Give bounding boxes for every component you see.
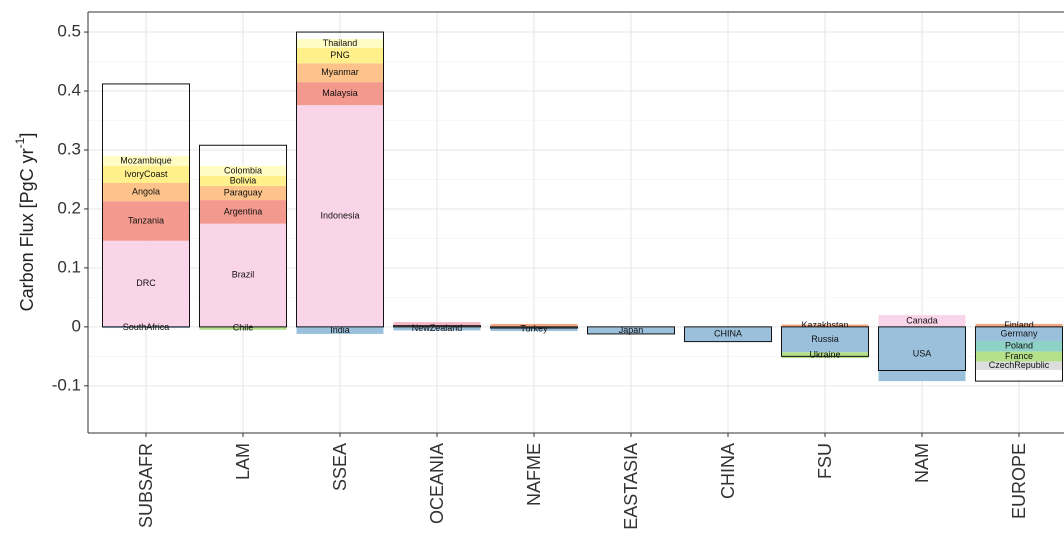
total-outline	[199, 144, 287, 328]
segment-label: Kazakhstan	[801, 320, 848, 330]
total-outline	[587, 326, 675, 335]
total-outline	[102, 83, 190, 328]
bar-segment	[781, 326, 869, 353]
y-axis-label-sup: -1	[13, 137, 27, 148]
bar-segment	[296, 63, 384, 83]
segment-label: CHINA	[714, 329, 742, 339]
segment-label: PNG	[330, 50, 350, 60]
segment-label: Russia	[811, 334, 839, 344]
segment-label: Poland	[1005, 341, 1033, 351]
x-tick-label: LAM	[233, 443, 253, 480]
segment-label: NewZealand	[412, 323, 463, 333]
bar-segment	[975, 326, 1063, 342]
x-tick-label: NAFME	[524, 443, 544, 506]
segment-label: CzechRepublic	[989, 360, 1050, 370]
y-tick-label: 0.3	[57, 139, 81, 158]
segment-label: Germany	[1000, 328, 1038, 338]
bar-segment	[975, 351, 1063, 362]
segment-label: Angola	[132, 187, 160, 197]
y-axis-label-text: Carbon Flux [PgC yr	[17, 148, 37, 311]
y-axis-label: Carbon Flux [PgC yr-1]	[13, 133, 37, 312]
bar-segment	[393, 326, 481, 331]
x-tick-label: SUBSAFR	[136, 443, 156, 528]
bar-segment	[975, 361, 1063, 370]
bar-segment	[587, 326, 675, 334]
y-tick-label: 0.4	[57, 80, 81, 99]
bar-segment	[102, 326, 190, 329]
x-tick-label: CHINA	[718, 443, 738, 499]
x-tick-label: EASTASIA	[621, 443, 641, 530]
segment-label: Japan	[619, 325, 644, 335]
x-tick-label: OCEANIA	[427, 443, 447, 524]
segment-label: USA	[913, 348, 932, 358]
bar-segment	[102, 201, 190, 241]
segment-label: Malaysia	[322, 88, 358, 98]
segment-label: Chile	[233, 323, 254, 333]
total-outline	[975, 326, 1063, 382]
segment-label: Colombia	[224, 165, 262, 175]
segment-label: Tanzania	[128, 215, 164, 225]
bar-segment	[684, 326, 772, 342]
bar-segment	[296, 82, 384, 106]
segment-label: IvoryCoast	[124, 169, 168, 179]
y-tick-label: 0.5	[57, 22, 81, 41]
y-tick-label: 0	[72, 316, 81, 335]
y-axis-label-end: ]	[17, 133, 37, 138]
bar-segment	[490, 326, 578, 331]
segment-label: Ukraine	[809, 350, 840, 360]
bar-segment	[296, 47, 384, 64]
bar-segment	[296, 39, 384, 48]
total-outline	[878, 326, 966, 371]
y-tick-label: 0.2	[57, 198, 81, 217]
bar-segment	[878, 326, 966, 382]
segment-label: Mozambique	[120, 155, 172, 165]
bar-segment	[199, 165, 287, 176]
y-tick-label: -0.1	[52, 375, 81, 394]
segment-label: Finland	[1004, 320, 1034, 330]
bar-segment	[199, 223, 287, 327]
bar-segment	[975, 323, 1063, 327]
segment-label: India	[330, 325, 350, 335]
segment-label: Argentina	[224, 206, 263, 216]
bar-segment	[393, 322, 481, 327]
total-outline	[490, 326, 578, 329]
y-tick-label: 0.1	[57, 257, 81, 276]
segment-label: Myanmar	[321, 67, 359, 77]
bar-segment	[878, 315, 966, 327]
bar-segment	[199, 185, 287, 201]
bar-segment	[102, 155, 190, 166]
segment-label: France	[1005, 351, 1033, 361]
segment-label: Brazil	[232, 270, 255, 280]
x-tick-label: FSU	[815, 443, 835, 479]
x-tick-label: EUROPE	[1009, 443, 1029, 519]
x-tick-label: SSEA	[330, 443, 350, 491]
total-outline	[684, 326, 772, 343]
bar-segment	[102, 165, 190, 183]
bar-segment	[296, 326, 384, 334]
bar-segment	[781, 324, 869, 327]
total-outline	[296, 31, 384, 328]
bar-segment	[199, 175, 287, 186]
bar-segment	[490, 323, 578, 327]
bar-segment	[781, 352, 869, 359]
segment-label: Canada	[906, 315, 938, 325]
bar-segment	[102, 182, 190, 202]
bar-segment	[296, 105, 384, 327]
bar-segment	[975, 341, 1063, 352]
bar-segment	[199, 200, 287, 224]
segment-label: Thailand	[323, 38, 358, 48]
bar-segment	[199, 326, 287, 330]
total-outline	[781, 326, 869, 357]
segment-label: DRC	[136, 278, 156, 288]
total-outline	[393, 325, 481, 328]
bar-segment	[102, 240, 190, 327]
segment-label: Indonesia	[320, 210, 359, 220]
bar-segment	[975, 369, 1063, 382]
x-tick-label: NAM	[912, 443, 932, 483]
segment-label: Bolivia	[230, 175, 257, 185]
segment-label: Paraguay	[224, 187, 263, 197]
